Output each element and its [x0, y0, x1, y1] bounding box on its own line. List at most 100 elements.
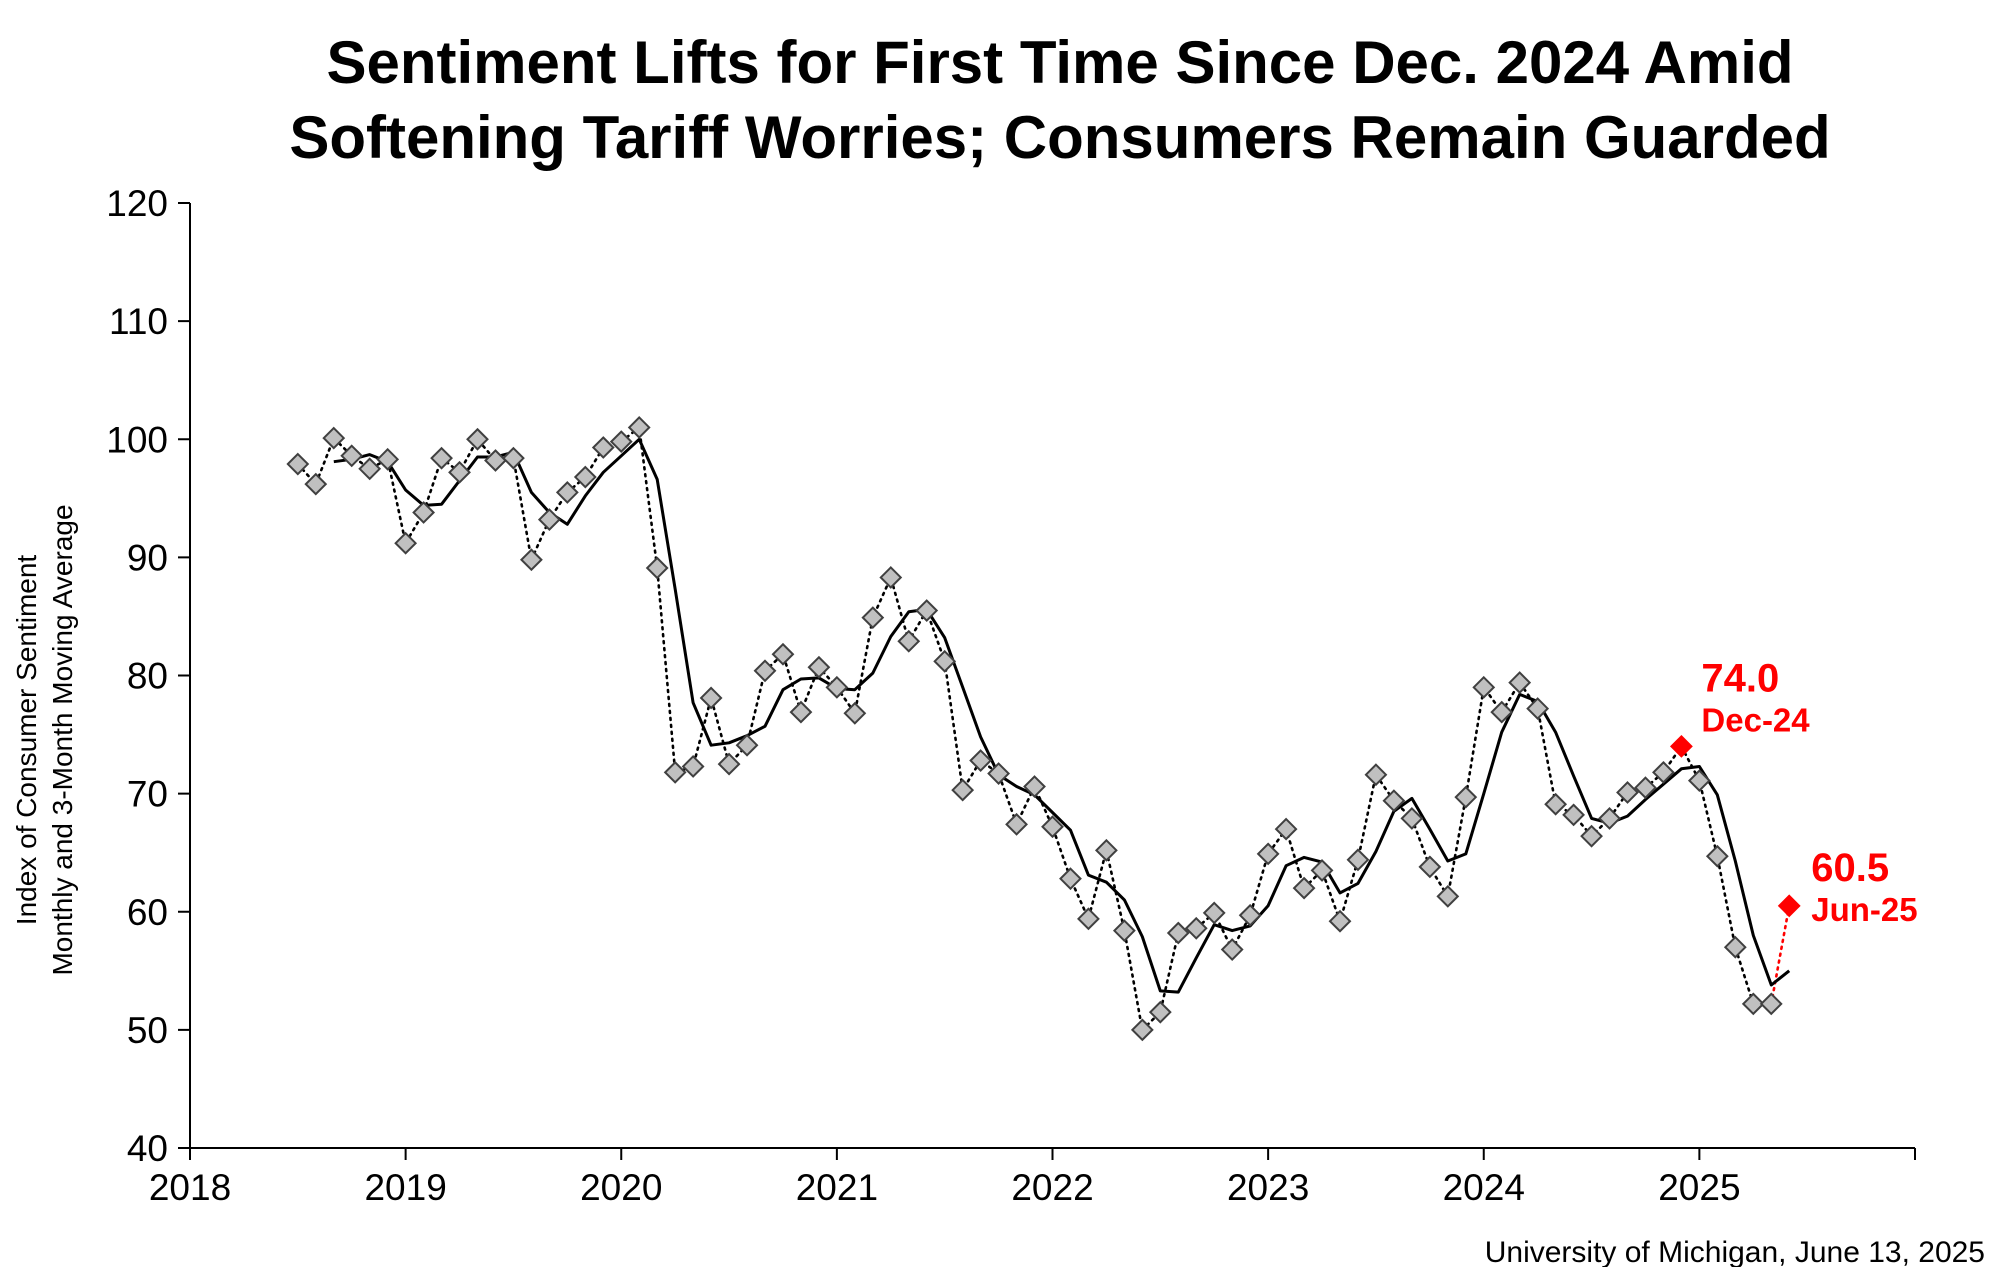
x-tick-label: 2024 — [1443, 1167, 1525, 1208]
data-point — [484, 449, 507, 472]
data-point — [807, 655, 831, 679]
data-point — [555, 480, 579, 504]
data-point — [1202, 901, 1226, 925]
data-point — [1400, 807, 1424, 830]
data-point — [376, 447, 400, 471]
data-point — [412, 501, 436, 524]
data-point — [466, 427, 489, 451]
data-point — [1112, 919, 1136, 943]
data-point — [645, 556, 669, 580]
y-axis-label-line-1: Index of Consumer Sentiment — [11, 555, 42, 926]
data-point — [1723, 935, 1747, 959]
x-tick-label: 2020 — [580, 1167, 662, 1208]
data-point — [1166, 921, 1190, 945]
data-point — [1130, 1018, 1154, 1042]
data-point — [1759, 992, 1783, 1016]
x-tick-label: 2021 — [796, 1167, 878, 1208]
data-point — [627, 416, 651, 439]
data-point — [1005, 812, 1028, 836]
data-point — [1382, 789, 1406, 813]
x-tick-label: 2022 — [1011, 1167, 1093, 1208]
data-point — [663, 760, 687, 784]
data-point — [502, 446, 525, 470]
data-point — [1238, 903, 1262, 927]
data-point — [735, 733, 759, 757]
x-tick-label: 2018 — [149, 1167, 231, 1208]
data-point — [933, 649, 957, 673]
data-point — [951, 778, 975, 802]
data-point — [430, 446, 453, 470]
data-point — [340, 444, 364, 468]
data-point — [1274, 817, 1298, 841]
source-note: University of Michigan, June 13, 2025 — [1485, 1236, 1985, 1267]
y-axis-label: Index of Consumer Sentiment Monthly and … — [11, 504, 78, 975]
data-point — [1705, 844, 1729, 868]
data-point — [1059, 867, 1082, 891]
data-point — [1669, 734, 1693, 758]
data-point — [861, 606, 885, 630]
data-point — [717, 752, 741, 776]
annotation-value: 60.5 — [1811, 846, 1889, 890]
data-point — [789, 700, 813, 724]
data-point — [1418, 855, 1442, 879]
data-point — [1616, 781, 1639, 804]
y-tick-label: 100 — [106, 419, 168, 460]
data-point — [915, 599, 939, 622]
y-tick-label: 60 — [127, 892, 168, 933]
data-point — [1364, 763, 1388, 787]
data-point — [1184, 916, 1208, 940]
data-point — [519, 548, 543, 572]
data-point — [1741, 992, 1765, 1016]
data-point — [591, 436, 615, 459]
data-point — [304, 472, 328, 496]
data-point — [609, 430, 633, 454]
data-point — [681, 755, 705, 778]
data-point — [1652, 760, 1675, 784]
data-point — [1220, 938, 1244, 961]
data-point — [879, 566, 903, 589]
data-point — [1634, 776, 1657, 800]
data-point — [1687, 769, 1711, 793]
annotation-value: 74.0 — [1701, 656, 1779, 700]
data-point — [969, 749, 993, 772]
axes: 40 50 60 70 80 90 100 110 120 2018 2019 2020 2021 202… — [106, 183, 1916, 1208]
data-point — [1598, 807, 1621, 830]
data-point — [1023, 775, 1046, 798]
y-tick-label: 70 — [127, 774, 168, 815]
y-tick-label: 80 — [127, 656, 168, 697]
data-point — [1256, 842, 1280, 866]
data-point — [448, 460, 471, 484]
data-point — [897, 629, 921, 653]
y-tick-label: 50 — [127, 1010, 168, 1051]
data-point — [771, 642, 795, 666]
data-point — [1094, 838, 1118, 862]
data-point — [987, 762, 1011, 785]
data-point — [537, 508, 561, 531]
data-point — [358, 457, 382, 481]
chart-title-line-1: Sentiment Lifts for First Time Since Dec… — [326, 29, 1793, 96]
monthly-dotted-line — [296, 424, 1773, 1033]
x-tick-label: 2025 — [1658, 1167, 1740, 1208]
data-point — [573, 465, 597, 489]
data-point — [1292, 876, 1316, 900]
data-point — [699, 686, 723, 710]
x-tick-label: 2023 — [1227, 1167, 1309, 1208]
data-point — [753, 659, 777, 683]
data-point — [1472, 675, 1496, 699]
data-point — [1041, 815, 1064, 839]
data-point — [1346, 848, 1370, 872]
y-tick-label: 90 — [127, 537, 168, 578]
data-point — [1562, 803, 1586, 827]
data-point — [1077, 907, 1100, 931]
annotation-date: Dec-24 — [1701, 701, 1810, 738]
data-point — [394, 531, 418, 555]
data-point — [322, 426, 346, 450]
data-point — [1580, 824, 1603, 848]
data-point — [1310, 858, 1334, 882]
data-point — [1490, 700, 1514, 724]
moving-average-line — [333, 437, 1791, 994]
data-point — [1148, 1000, 1172, 1024]
data-point — [1544, 792, 1568, 816]
